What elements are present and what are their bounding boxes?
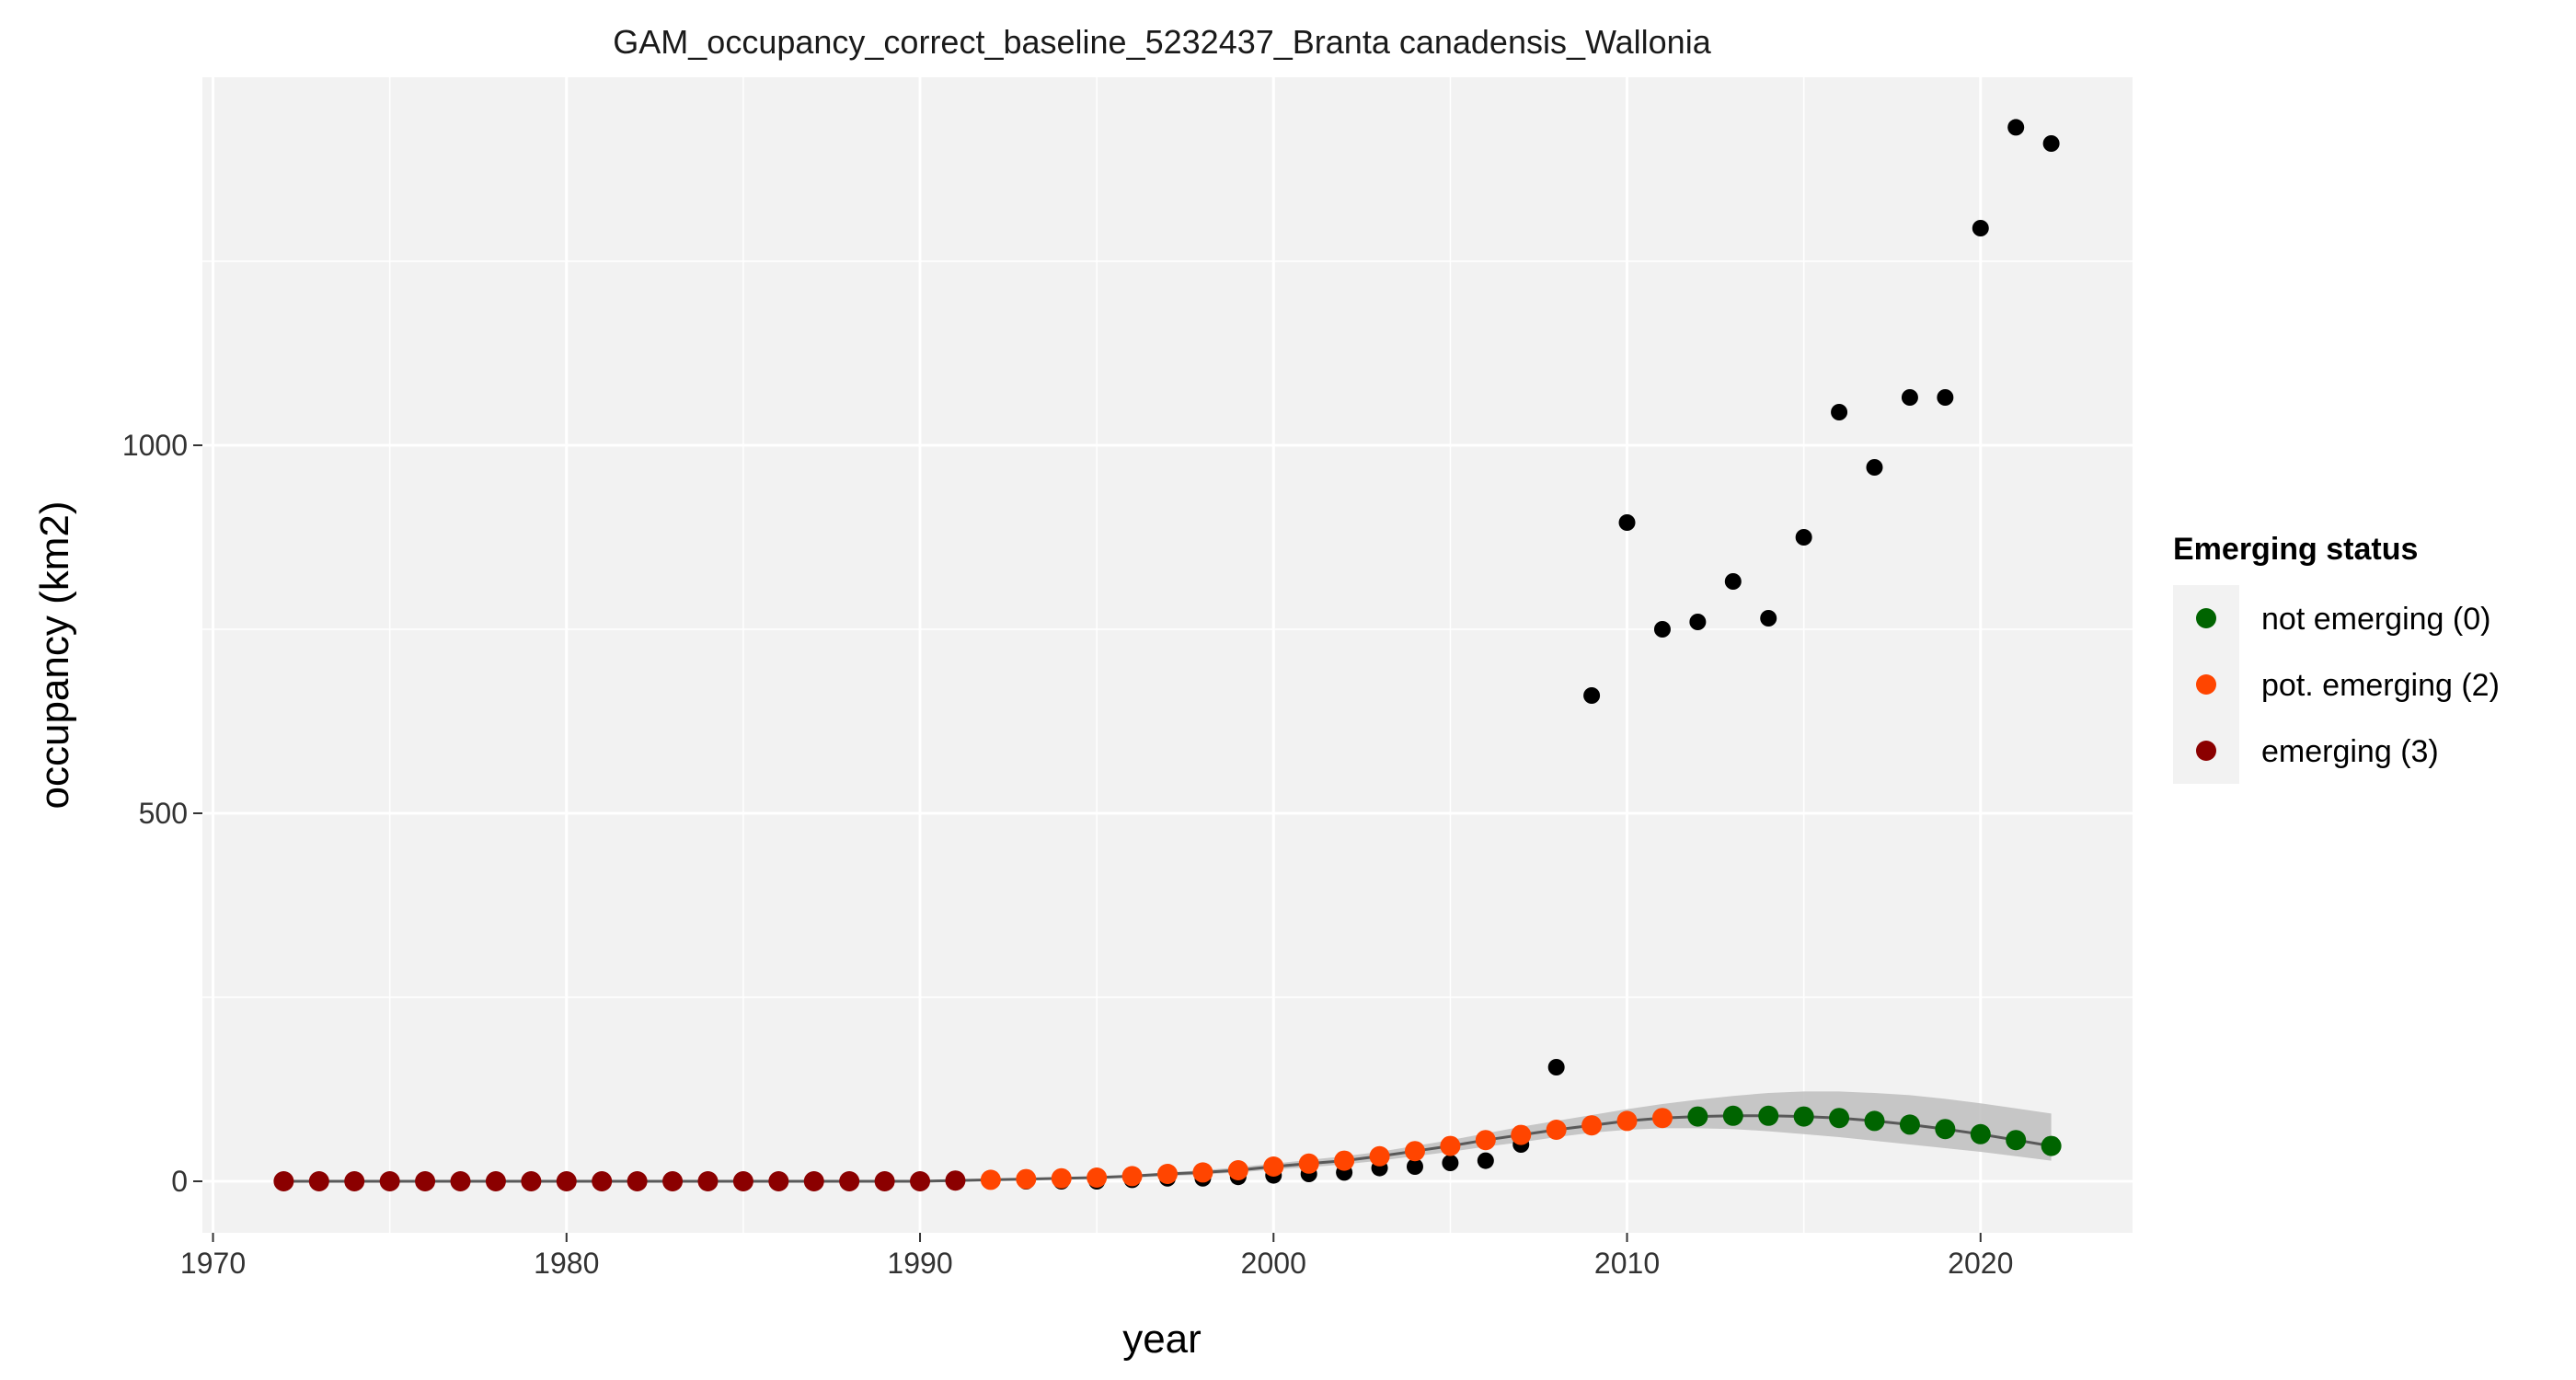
status-point (1298, 1153, 1319, 1174)
legend-title: Emerging status (2173, 532, 2418, 567)
status-point (980, 1169, 1001, 1190)
grid (202, 77, 2133, 1233)
observed-point (1477, 1152, 1494, 1169)
legend-label: not emerging (0) (2261, 602, 2490, 637)
legend-label: pot. emerging (2) (2261, 668, 2500, 703)
status-point (1511, 1124, 1532, 1145)
y-tick-label: 0 (171, 1165, 188, 1198)
status-point (1016, 1168, 1037, 1190)
status-point (1369, 1145, 1390, 1167)
status-point (1899, 1114, 1920, 1135)
observed-point (2042, 135, 2060, 152)
status-point (521, 1171, 542, 1191)
status-point (556, 1171, 577, 1191)
observed-point (1689, 614, 1707, 630)
x-tick-label: 2010 (1594, 1247, 1660, 1280)
status-point (803, 1171, 824, 1191)
status-point (1334, 1150, 1355, 1171)
status-point (768, 1171, 789, 1191)
observed-point (1618, 514, 1636, 531)
status-point (1687, 1106, 1708, 1127)
status-point (485, 1171, 506, 1191)
legend-key (2196, 674, 2216, 695)
plot-panel (202, 77, 2133, 1233)
observed-point (1795, 529, 1812, 546)
status-point (1616, 1110, 1638, 1132)
y-axis-title: occupancy (km2) (32, 500, 77, 809)
status-point (1651, 1108, 1673, 1129)
status-point (2041, 1135, 2062, 1156)
status-point (1546, 1120, 1567, 1140)
status-point (1829, 1108, 1850, 1129)
status-point (344, 1171, 365, 1191)
status-point (1935, 1119, 1956, 1140)
observed-point (1760, 610, 1777, 627)
status-points (273, 1105, 2062, 1191)
status-point (1758, 1105, 1779, 1126)
observed-point (1547, 1059, 1565, 1075)
status-point (839, 1171, 860, 1191)
observed-point (1724, 573, 1742, 590)
x-tick-label: 2000 (1241, 1247, 1306, 1280)
observed-point (1866, 459, 1883, 476)
status-point (273, 1171, 294, 1191)
confidence-band (283, 1091, 2052, 1181)
status-point (910, 1171, 931, 1191)
status-point (1051, 1167, 1072, 1189)
status-point (697, 1171, 719, 1191)
chart-title: GAM_occupancy_correct_baseline_5232437_B… (613, 23, 1711, 61)
status-point (1404, 1141, 1425, 1162)
observed-point (1831, 404, 1848, 420)
status-point (379, 1171, 400, 1191)
status-point (945, 1170, 966, 1191)
status-point (1263, 1156, 1284, 1177)
x-tick-label: 1970 (180, 1247, 246, 1280)
observed-point (1937, 389, 1954, 406)
status-point (1192, 1162, 1213, 1183)
confidence-ribbon (283, 1091, 2052, 1181)
status-point (1440, 1135, 1461, 1156)
observed-point (1583, 687, 1601, 704)
status-point (592, 1171, 613, 1191)
x-axis: 1970 1980 1990 2000 2010 2020 (180, 1233, 2013, 1280)
legend-label: emerging (3) (2261, 734, 2439, 769)
status-point (1121, 1166, 1143, 1187)
status-point (450, 1171, 471, 1191)
observed-point (2007, 119, 2025, 136)
legend: Emerging status not emerging (0) pot. eme… (2173, 532, 2500, 784)
status-point (627, 1171, 648, 1191)
status-point (1157, 1164, 1178, 1184)
x-tick-label: 2020 (1948, 1247, 2013, 1280)
status-point (1970, 1123, 1991, 1144)
status-point (662, 1171, 684, 1191)
status-point (1087, 1167, 1108, 1188)
status-point (1722, 1105, 1743, 1126)
legend-key (2196, 741, 2216, 761)
y-tick-label: 1000 (122, 429, 188, 462)
status-point (732, 1171, 753, 1191)
y-axis: 0 500 1000 (122, 429, 202, 1198)
status-point (874, 1171, 895, 1191)
x-tick-label: 1980 (534, 1247, 599, 1280)
status-point (1227, 1160, 1248, 1180)
status-point (2006, 1130, 2027, 1151)
observed-point (1653, 621, 1671, 638)
observed-point (1406, 1158, 1423, 1175)
x-axis-title: year (1122, 1317, 1202, 1362)
observed-point (1972, 220, 1989, 236)
status-point (1864, 1110, 1885, 1132)
status-point (415, 1171, 436, 1191)
status-point (308, 1171, 329, 1191)
observed-point (1901, 389, 1918, 406)
status-point (1793, 1106, 1814, 1127)
legend-key (2196, 608, 2216, 628)
status-point (1581, 1115, 1603, 1136)
observed-point (1442, 1155, 1459, 1171)
y-tick-label: 500 (139, 797, 188, 830)
status-point (1475, 1130, 1496, 1151)
x-tick-label: 1990 (887, 1247, 952, 1280)
